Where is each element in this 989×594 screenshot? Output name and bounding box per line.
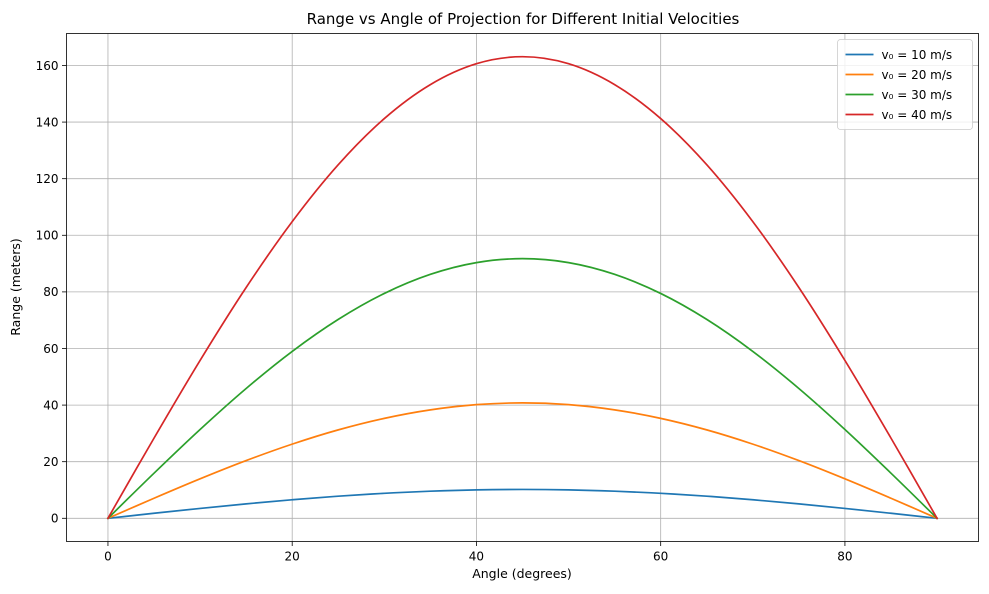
y-tick-label: 100	[36, 229, 59, 243]
ticks-layer: 0 20 40 60 80 0 20 40 60 80 100 120 140 160	[36, 59, 853, 564]
series-layer	[106, 55, 939, 520]
y-tick-label: 120	[36, 172, 59, 186]
y-tick-label: 140	[36, 115, 59, 129]
series-line-2	[106, 402, 939, 520]
y-tick-label: 60	[43, 342, 58, 356]
y-tick-label: 20	[43, 455, 58, 469]
y-axis-label: Range (meters)	[8, 238, 23, 335]
x-tick-label: 0	[104, 550, 112, 564]
series-line-4	[106, 55, 939, 520]
series-line-1	[107, 488, 938, 520]
y-tick-label: 0	[51, 512, 59, 526]
legend-label-4: v₀ = 40 m/s	[882, 108, 953, 122]
legend-label-2: v₀ = 20 m/s	[882, 68, 953, 82]
x-tick-label: 40	[469, 550, 484, 564]
grid-layer	[66, 33, 979, 542]
plot-frame	[66, 33, 979, 542]
y-tick-label: 160	[36, 59, 59, 73]
legend-label-3: v₀ = 30 m/s	[882, 88, 953, 102]
legend-box	[837, 39, 973, 130]
series-line-3	[106, 257, 939, 520]
x-axis-label: Angle (degrees)	[472, 566, 572, 581]
legend: v₀ = 10 m/s v₀ = 20 m/s v₀ = 30 m/s v₀ = 40…	[837, 39, 973, 130]
x-tick-label: 20	[285, 550, 300, 564]
legend-label-1: v₀ = 10 m/s	[882, 48, 953, 62]
chart-title: Range vs Angle of Projection for Differe…	[307, 10, 740, 28]
y-tick-label: 40	[43, 398, 58, 412]
y-tick-label: 80	[43, 285, 58, 299]
x-tick-label: 80	[837, 550, 852, 564]
x-tick-label: 60	[653, 550, 668, 564]
